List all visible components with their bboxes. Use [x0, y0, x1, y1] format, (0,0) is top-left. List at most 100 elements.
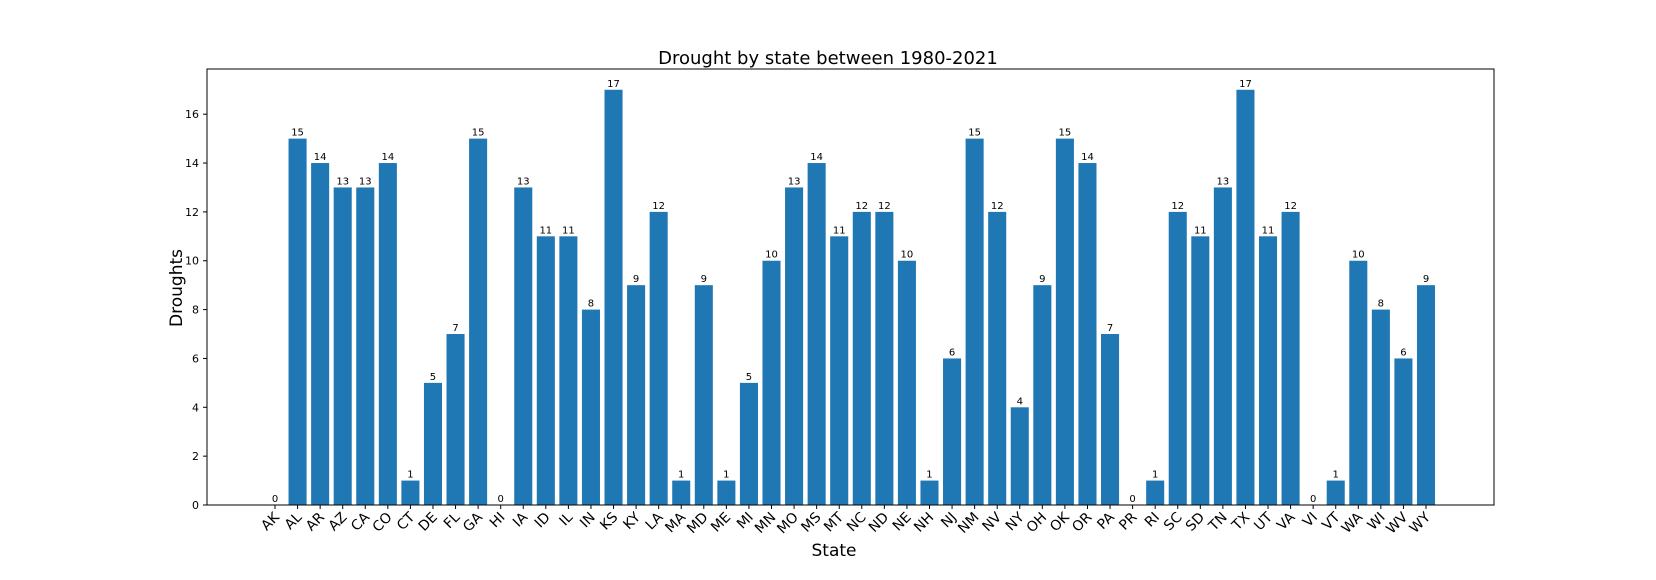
bar-mt	[830, 236, 849, 505]
x-tick-label-tx: TX	[1228, 509, 1253, 534]
data-label-or: 14	[1081, 152, 1094, 163]
x-tick-label-va: VA	[1274, 509, 1299, 534]
bar-az	[333, 187, 352, 505]
y-tick-label-8: 8	[192, 304, 199, 317]
data-label-al: 15	[291, 128, 304, 139]
bar-al	[288, 138, 307, 506]
data-label-ok: 15	[1059, 128, 1072, 139]
x-tick-label-il: IL	[556, 509, 576, 529]
bar-nm	[965, 138, 984, 506]
x-tick-label-mo: MO	[774, 510, 802, 538]
x-tick-label-or: OR	[1069, 509, 1095, 535]
bar-nj	[943, 358, 962, 505]
bar-in	[581, 309, 600, 505]
x-tick-label-nc: NC	[844, 509, 870, 535]
data-label-tx: 17	[1239, 79, 1252, 90]
x-tick-label-ne: NE	[890, 510, 915, 535]
bar-ri	[1146, 480, 1165, 505]
x-tick-label-fl: FL	[441, 509, 464, 532]
x-tick-label-wa: WA	[1339, 509, 1367, 537]
chart-title: Drought by state between 1980-2021	[658, 48, 998, 69]
data-label-me: 1	[723, 470, 729, 481]
bar-vt	[1326, 480, 1345, 505]
x-tick-label-sd: SD	[1183, 510, 1208, 535]
bar-il	[559, 236, 578, 505]
x-tick-label-ia: IA	[510, 509, 531, 530]
x-tick-label-pa: PA	[1094, 509, 1118, 533]
data-label-la: 12	[652, 201, 665, 212]
data-label-ms: 14	[810, 152, 823, 163]
bar-va	[1281, 211, 1300, 505]
bar-mi	[739, 382, 758, 505]
bar-or	[1078, 163, 1097, 506]
y-tick-label-12: 12	[185, 206, 199, 219]
data-label-ri: 1	[1152, 470, 1158, 481]
data-label-id: 11	[539, 225, 552, 236]
x-tick-label-mi: MI	[734, 510, 757, 533]
data-label-md: 9	[701, 274, 707, 285]
data-label-sc: 12	[1171, 201, 1184, 212]
data-label-pr: 0	[1129, 494, 1135, 505]
bar-me	[717, 480, 736, 505]
bar-wa	[1349, 260, 1368, 505]
x-tick-label-wi: WI	[1365, 510, 1389, 534]
x-tick-label-ca: CA	[348, 509, 373, 534]
bar-md	[694, 285, 713, 505]
bar-ok	[1055, 138, 1074, 506]
bar-sc	[1168, 211, 1187, 505]
bar-ca	[356, 187, 375, 505]
bar-tx	[1236, 89, 1255, 505]
x-tick-label-al: AL	[282, 509, 306, 533]
data-label-va: 12	[1284, 201, 1297, 212]
bar-ny	[1010, 407, 1029, 505]
x-tick-label-md: MD	[684, 510, 711, 537]
bar-ks	[604, 89, 623, 505]
data-label-mt: 11	[833, 225, 846, 236]
data-label-oh: 9	[1039, 274, 1045, 285]
data-label-mn: 10	[765, 250, 778, 261]
x-axis-label: State	[812, 541, 857, 561]
data-label-de: 5	[430, 372, 436, 383]
bar-mn	[762, 260, 781, 505]
data-label-in: 8	[588, 299, 594, 310]
x-tick-label-ky: KY	[620, 509, 644, 533]
bar-sd	[1191, 236, 1210, 505]
data-label-ks: 17	[607, 79, 620, 90]
x-tick-label-wv: WV	[1383, 509, 1411, 537]
x-tick-label-oh: OH	[1024, 510, 1051, 537]
x-tick-label-nm: NM	[955, 510, 982, 537]
x-tick-label-hi: HI	[487, 510, 509, 532]
bar-nc	[852, 211, 871, 505]
data-label-ca: 13	[359, 176, 372, 187]
plot-frame	[206, 68, 1495, 506]
x-tick-label-ny: NY	[1003, 509, 1028, 534]
data-label-nd: 12	[878, 201, 891, 212]
data-label-ne: 10	[901, 250, 914, 261]
data-label-nc: 12	[855, 201, 868, 212]
x-tick-label-ga: GA	[460, 509, 486, 535]
x-tick-label-co: CO	[370, 510, 396, 536]
x-tick-label-ri: RI	[1142, 510, 1163, 531]
bar-wv	[1394, 358, 1413, 505]
x-tick-label-nv: NV	[980, 509, 1006, 535]
bar-la	[649, 211, 668, 505]
bar-ct	[401, 480, 420, 505]
x-tick-label-ak: AK	[258, 509, 283, 534]
bar-ia	[514, 187, 533, 505]
x-tick-label-ks: KS	[597, 509, 621, 533]
x-tick-label-ok: OK	[1047, 509, 1073, 535]
bar-wi	[1371, 309, 1390, 505]
data-label-vi: 0	[1310, 494, 1316, 505]
x-tick-label-id: ID	[532, 510, 554, 532]
y-tick-label-6: 6	[192, 352, 199, 365]
data-label-pa: 7	[1107, 323, 1113, 334]
x-tick-label-nd: ND	[866, 510, 892, 536]
data-label-nj: 6	[949, 347, 955, 358]
y-tick-label-16: 16	[185, 108, 199, 121]
data-label-hi: 0	[498, 494, 504, 505]
y-tick-label-4: 4	[192, 401, 199, 414]
data-label-fl: 7	[452, 323, 458, 334]
data-label-ky: 9	[633, 274, 639, 285]
